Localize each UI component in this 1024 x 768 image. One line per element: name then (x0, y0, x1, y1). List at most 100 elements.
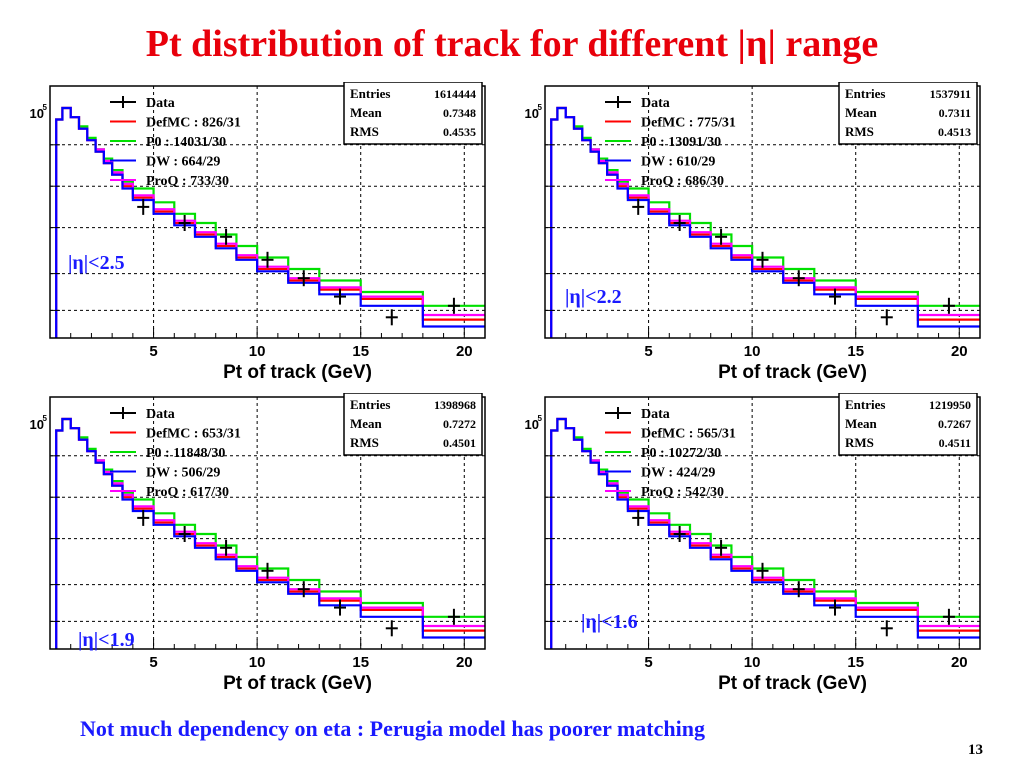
plot-frame (544, 396, 981, 650)
chart-panel-eta-1-9: 5 10 15 20 10 5 Pt of track (GeV) Data DefMC : 6… (10, 393, 510, 703)
stats-value: 0.4511 (939, 436, 971, 450)
x-tick-label: 20 (456, 343, 473, 360)
eta-range-label: |η|<1.9 (78, 629, 135, 651)
legend: Data DefMC : 653/31 P0 : 11848/30 DW : 506/… (110, 407, 241, 500)
stats-value: 0.7272 (443, 417, 476, 431)
stats-box-frame (343, 82, 483, 145)
x-tick-label: 15 (847, 343, 864, 360)
x-tick-label: 10 (249, 654, 266, 671)
series-line-dw (55, 417, 485, 649)
legend-label: P0 : 13091/30 (641, 135, 721, 150)
chart-panel-eta-2-2: 5 10 15 20 10 5 Pt of track (GeV) Data DefMC : 7… (505, 82, 1005, 392)
legend: Data DefMC : 565/31 P0 : 10272/30 DW : 424/… (605, 407, 736, 500)
legend-item-data: Data (605, 96, 670, 111)
legend-item-p0: P0 : 11848/30 (110, 446, 225, 461)
stats-value: 0.7267 (938, 417, 971, 431)
data-point (261, 562, 274, 579)
legend-label: Data (146, 407, 175, 422)
stats-value: 0.4535 (443, 125, 476, 139)
stats-value: 1219950 (929, 398, 971, 412)
legend-item-defmc: DefMC : 826/31 (110, 116, 241, 131)
slide-title: Pt distribution of track for different |… (145, 23, 879, 65)
stats-label: Mean (350, 105, 383, 120)
legend-label: Data (641, 96, 670, 111)
data-point (880, 309, 893, 326)
stats-box-frame (838, 393, 978, 456)
stats-value: 0.7348 (443, 106, 476, 120)
stats-box: Entries 1398968 Mean 0.7272 RMS 0.4501 (343, 393, 483, 456)
x-tick-label: 10 (744, 654, 761, 671)
legend-item-p0: P0 : 13091/30 (605, 135, 721, 150)
eta-range-label: |η|<2.2 (565, 286, 622, 308)
y-tick-label: 10 (30, 106, 44, 121)
legend-item-data: Data (110, 407, 175, 422)
stats-label: Entries (845, 397, 885, 412)
stats-label: RMS (845, 124, 874, 139)
data-point (447, 608, 460, 625)
data-point (673, 215, 686, 231)
data-point (792, 270, 805, 287)
x-axis-label: Pt of track (GeV) (223, 362, 372, 383)
plot-frame (49, 396, 486, 650)
legend-item-defmc: DefMC : 653/31 (110, 427, 241, 442)
data-point (829, 599, 841, 616)
legend-label: P0 : 11848/30 (146, 446, 225, 461)
stats-value: 0.4513 (938, 125, 971, 139)
data-point (715, 228, 728, 245)
data-point (385, 620, 398, 637)
legend-label: ProQ : 617/30 (146, 485, 229, 500)
y-tick-exponent: 5 (538, 414, 543, 423)
data-point (942, 608, 955, 625)
x-tick-label: 20 (951, 654, 968, 671)
stats-label: Mean (845, 416, 878, 431)
stats-box-frame (838, 82, 978, 145)
stats-label: RMS (350, 435, 379, 450)
eta-range-label: |η|<2.5 (68, 252, 125, 274)
legend-label: ProQ : 733/30 (146, 174, 229, 189)
x-tick-label: 15 (847, 654, 864, 671)
legend-item-proq: ProQ : 617/30 (110, 485, 229, 500)
legend-label: Data (641, 407, 670, 422)
legend-item-data: Data (110, 96, 175, 111)
page-number: 13 (968, 742, 983, 758)
data-point (297, 270, 310, 287)
data-point (829, 288, 841, 305)
x-tick-label: 5 (644, 343, 652, 360)
x-tick-label: 5 (149, 343, 157, 360)
x-axis-label: Pt of track (GeV) (223, 673, 372, 694)
data-point (261, 251, 274, 268)
legend: Data DefMC : 826/31 P0 : 14031/30 DW : 664/… (110, 96, 241, 189)
plot-frame (544, 85, 981, 339)
stats-box-frame (343, 393, 483, 456)
y-tick-label: 10 (30, 417, 44, 432)
legend-item-dw: DW : 506/29 (110, 466, 220, 481)
legend-item-proq: ProQ : 733/30 (110, 174, 229, 189)
stats-label: Mean (350, 416, 383, 431)
x-tick-label: 10 (249, 343, 266, 360)
data-point (792, 581, 805, 598)
legend-item-data: Data (605, 407, 670, 422)
legend-item-p0: P0 : 10272/30 (605, 446, 721, 461)
stats-value: 0.4501 (443, 436, 476, 450)
data-point (632, 509, 645, 526)
plot-frame (49, 85, 486, 339)
legend-label: ProQ : 686/30 (641, 174, 724, 189)
legend-label: DefMC : 653/31 (146, 427, 241, 442)
stats-label: Mean (845, 105, 878, 120)
stats-value: 1398968 (434, 398, 476, 412)
y-tick-exponent: 5 (538, 103, 543, 112)
data-point (178, 526, 191, 542)
data-point (178, 215, 191, 231)
y-tick-exponent: 5 (43, 103, 48, 112)
x-tick-label: 15 (352, 343, 369, 360)
data-point (942, 297, 955, 314)
legend-item-dw: DW : 424/29 (605, 466, 715, 481)
stats-box: Entries 1219950 Mean 0.7267 RMS 0.4511 (838, 393, 978, 456)
legend-label: DW : 424/29 (641, 466, 715, 481)
footer-note: Not much dependency on eta : Perugia mod… (80, 716, 705, 741)
series-line-dw (550, 417, 980, 649)
stats-box: Entries 1537911 Mean 0.7311 RMS 0.4513 (838, 82, 978, 145)
